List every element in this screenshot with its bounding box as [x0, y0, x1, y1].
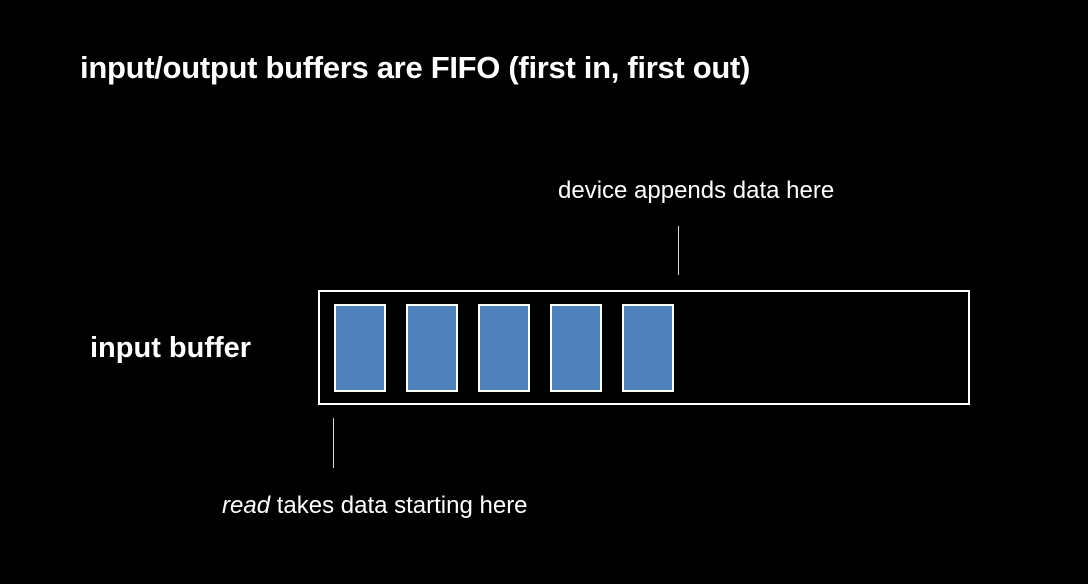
input-buffer-label: input buffer: [90, 332, 252, 364]
diagram-title: input/output buffers are FIFO (first in,…: [80, 50, 751, 85]
append-leader-line: [678, 226, 679, 275]
buffer-slot-4: [550, 304, 602, 392]
read-leader-line: [333, 418, 334, 468]
read-keyword: read: [222, 492, 271, 519]
append-annotation: device appends data here: [558, 177, 835, 204]
buffer-slot-3: [478, 304, 530, 392]
input-buffer-box: [318, 290, 970, 405]
buffer-slot-2: [406, 304, 458, 392]
buffer-slot-1: [334, 304, 386, 392]
read-annotation-rest: takes data starting here: [270, 492, 528, 519]
buffer-slot-5: [622, 304, 674, 392]
read-annotation: read takes data starting here: [222, 492, 528, 520]
